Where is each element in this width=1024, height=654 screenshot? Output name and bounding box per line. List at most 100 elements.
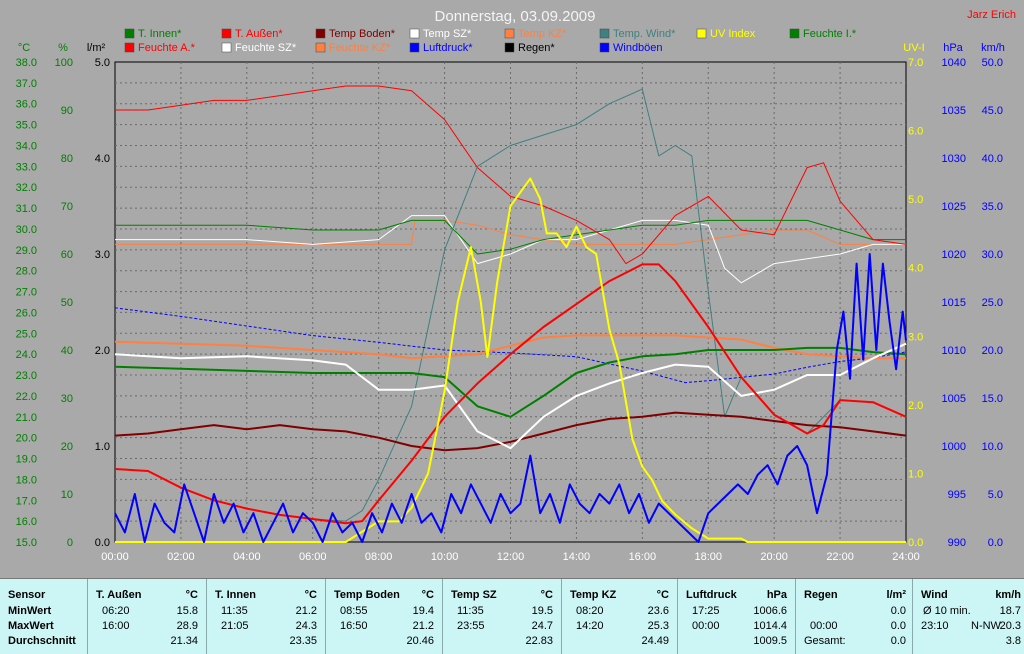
legend-swatch xyxy=(315,28,326,39)
stats-max-value: 0.0 xyxy=(890,620,906,632)
stats-wind-avg-value: 18.7 xyxy=(999,605,1021,617)
legend-swatch xyxy=(409,28,420,39)
temp-tick-label: 21.0 xyxy=(16,412,37,424)
stats-avg-value: 23.35 xyxy=(289,635,317,647)
legend-swatch xyxy=(504,42,515,53)
hum-tick-label: 0 xyxy=(67,537,73,549)
x-tick-label: 20:00 xyxy=(760,551,788,563)
press-tick-label: 1010 xyxy=(942,345,966,357)
stats-wind-avg-label: Ø 10 min. xyxy=(923,605,971,617)
rain-tick-label: 4.0 xyxy=(95,153,110,165)
axes-ticks: 15.0 16.0 17.0 18.0 19.0 20.0 21.0 22.0 23.0 24.0… xyxy=(16,57,1003,563)
temp-tick-label: 33.0 xyxy=(16,161,37,173)
wind-tick-label: 20.0 xyxy=(982,345,1003,357)
hum-tick-label: 80 xyxy=(61,153,73,165)
x-tick-label: 10:00 xyxy=(431,551,459,563)
temp-tick-label: 24.0 xyxy=(16,349,37,361)
uv-tick-label: 6.0 xyxy=(908,126,923,138)
stats-min-time: 17:25 xyxy=(692,605,720,617)
stats-min-time: 11:35 xyxy=(457,605,484,617)
x-tick-label: 00:00 xyxy=(101,551,129,563)
legend-item: Feuchte A.* xyxy=(138,42,196,54)
uv-tick-label: 2.0 xyxy=(908,400,923,412)
uv-tick-label: 3.0 xyxy=(908,331,923,343)
temp-tick-label: 19.0 xyxy=(16,454,37,466)
stats-header-sensor: Sensor xyxy=(8,589,46,601)
rain-tick-label: 1.0 xyxy=(95,441,110,453)
temp-tick-label: 27.0 xyxy=(16,287,37,299)
x-tick-label: 06:00 xyxy=(299,551,327,563)
stats-max-value: 1014.4 xyxy=(753,620,787,632)
stats-col-unit: l/m² xyxy=(886,589,906,601)
stats-min-value: 1006.6 xyxy=(753,605,787,617)
hum-tick-label: 50 xyxy=(61,297,73,309)
uv-tick-label: 4.0 xyxy=(908,263,923,275)
uv-tick-label: 0.0 xyxy=(908,537,923,549)
series-group xyxy=(114,85,907,543)
stats-header-min: MinWert xyxy=(8,605,52,617)
stats-min-time: 06:20 xyxy=(102,605,130,617)
chart-legend: T. Innen* T. Außen* Temp Boden* Temp SZ* Tem… xyxy=(124,28,857,54)
stats-col-temp-sz: Temp SZ °C 11:35 19.5 23:55 24.7 22.83 xyxy=(442,579,561,654)
stats-col-temp-boden: Temp Boden °C 08:55 19.4 16:50 21.2 20.46 xyxy=(325,579,442,654)
temp-tick-label: 26.0 xyxy=(16,307,37,319)
x-tick-label: 14:00 xyxy=(563,551,591,563)
stats-min-time: 08:55 xyxy=(340,605,368,617)
legend-item: Temp. Wind* xyxy=(613,28,676,40)
series-line-feuchte-a xyxy=(115,85,907,265)
legend-item: Luftdruck* xyxy=(423,42,473,54)
wind-tick-label: 30.0 xyxy=(982,249,1003,261)
stats-col-name: Temp Boden xyxy=(334,589,400,601)
hum-tick-label: 100 xyxy=(55,57,73,69)
stats-avg-value: 24.49 xyxy=(641,635,669,647)
stats-col-name: Temp SZ xyxy=(451,589,497,601)
stats-max-value: 21.2 xyxy=(412,620,434,632)
stats-avg-value: 1009.5 xyxy=(753,635,787,647)
press-tick-label: 1020 xyxy=(942,249,966,261)
temp-tick-label: 25.0 xyxy=(16,328,37,340)
stats-header-avg: Durchschnitt xyxy=(8,635,76,647)
temp-tick-label: 35.0 xyxy=(16,120,37,132)
grid-lines xyxy=(115,62,906,542)
legend-item: Temp SZ* xyxy=(423,28,472,40)
stats-min-value: 23.6 xyxy=(647,605,669,617)
x-tick-label: 04:00 xyxy=(233,551,261,563)
press-tick-label: 1025 xyxy=(942,201,966,213)
legend-swatch xyxy=(124,42,135,53)
uv-tick-label: 7.0 xyxy=(908,57,923,69)
rain-tick-label: 5.0 xyxy=(95,57,110,69)
author-label: Jarz Erich xyxy=(967,9,1016,21)
temp-axis-unit: °C xyxy=(18,42,30,54)
press-tick-label: 1030 xyxy=(942,153,966,165)
x-tick-label: 24:00 xyxy=(892,551,920,563)
legend-item: Regen* xyxy=(518,42,555,54)
chart-title: Donnerstag, 03.09.2009 xyxy=(435,8,596,25)
stats-max-time: 16:50 xyxy=(340,620,368,632)
stats-max-value: 28.9 xyxy=(176,620,198,632)
legend-item: Feuchte I.* xyxy=(803,28,857,40)
stats-max-time: 23:10 xyxy=(921,620,949,632)
series-line-temp-boden xyxy=(114,411,907,452)
stats-col-name: T. Außen xyxy=(96,589,142,601)
series-line-feuchte-sz xyxy=(115,215,906,284)
hum-tick-label: 90 xyxy=(61,105,73,117)
stats-min-value: 21.2 xyxy=(295,605,317,617)
temp-tick-label: 30.0 xyxy=(16,224,37,236)
legend-swatch xyxy=(789,28,800,39)
x-tick-label: 12:00 xyxy=(497,551,525,563)
temp-tick-label: 23.0 xyxy=(16,370,37,382)
legend-item: T. Außen* xyxy=(235,28,283,40)
stats-col-t-au-en: T. Außen °C 06:20 15.8 16:00 28.9 21.34 xyxy=(87,579,206,654)
stats-max-value: 20.3 xyxy=(999,620,1021,632)
press-tick-label: 1000 xyxy=(942,441,966,453)
rain-tick-label: 0.0 xyxy=(95,537,110,549)
stats-col-unit: °C xyxy=(185,589,198,601)
stats-min-value: 0.0 xyxy=(890,605,906,617)
rain-tick-label: 3.0 xyxy=(95,249,110,261)
stats-max-time: 21:05 xyxy=(221,620,249,632)
stats-avg-value: 3.8 xyxy=(1005,635,1021,647)
stats-header-max: MaxWert xyxy=(8,620,54,632)
weather-chart: Donnerstag, 03.09.2009 Jarz Erich T. Inn… xyxy=(15,8,1016,563)
press-axis-unit: hPa xyxy=(943,42,963,54)
temp-tick-label: 34.0 xyxy=(16,140,37,152)
